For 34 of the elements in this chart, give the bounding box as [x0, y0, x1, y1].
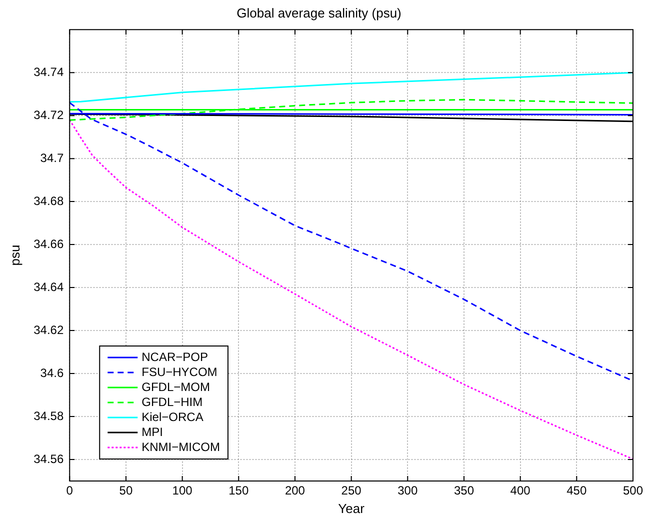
legend-label: NCAR−POP: [142, 350, 208, 364]
legend-label: FSU−HYCOM: [142, 364, 218, 379]
x-tick-label: 150: [228, 484, 249, 498]
x-tick-label: 400: [510, 484, 531, 498]
y-tick-label: 34.6: [40, 366, 64, 380]
y-tick-label: 34.58: [34, 408, 64, 423]
legend-label: GFDL−MOM: [142, 380, 210, 394]
x-tick-label: 300: [398, 484, 418, 498]
y-tick-label: 34.7: [40, 150, 64, 165]
y-tick-label: 34.56: [34, 452, 64, 466]
legend-label: Kiel−ORCA: [142, 410, 204, 424]
x-tick-label: 500: [622, 484, 644, 498]
x-tick-label: 100: [172, 484, 193, 498]
legend-label: GFDL−HIM: [142, 394, 203, 409]
y-tick-label: 34.64: [34, 280, 64, 294]
x-tick-label: 200: [284, 484, 306, 498]
x-axis-title: Year: [338, 500, 366, 516]
line-series: [70, 98, 633, 121]
x-tick-label: 350: [454, 484, 474, 498]
y-tick-label: 34.66: [34, 236, 64, 251]
y-axis-title: psu: [7, 244, 22, 266]
y-tick-label: 34.68: [34, 194, 64, 208]
legend-label: KNMI−MICOM: [142, 440, 220, 454]
line-series: [70, 102, 633, 382]
y-tick-label: 34.72: [34, 108, 64, 122]
x-tick-label: 450: [566, 484, 587, 498]
x-tick-label: 250: [341, 484, 362, 498]
chart-title: Global average salinity (psu): [236, 5, 402, 20]
line-series: [70, 119, 633, 460]
legend-label: MPI: [142, 424, 163, 439]
x-tick-label: 0: [66, 484, 74, 498]
x-tick-label: 50: [119, 484, 133, 498]
y-tick-label: 34.62: [34, 322, 64, 337]
y-tick-label: 34.74: [34, 64, 64, 79]
